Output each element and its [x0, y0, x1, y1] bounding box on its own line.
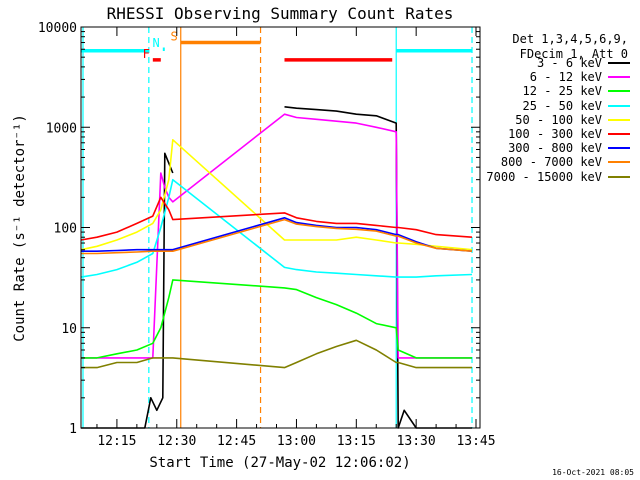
series-1 [81, 113, 472, 359]
series-line-3-0 [80, 178, 473, 278]
legend-swatch [608, 90, 630, 93]
series-line-7-0 [81, 218, 473, 255]
series-line-0-1 [284, 106, 472, 429]
legend-entry-7: 800 - 7000 keV [501, 155, 630, 169]
state-bar-label-3: N [153, 36, 160, 50]
legend-entry-5: 100 - 300 keV [508, 127, 630, 141]
y-tick-label-4: 10000 [38, 21, 77, 36]
series-5 [80, 196, 473, 241]
legend-label: 12 - 25 keV [522, 84, 602, 99]
legend-swatch [608, 175, 630, 178]
legend-swatch [608, 133, 630, 135]
legend-entry-0: 3 - 6 keV [537, 56, 630, 70]
legend-entry-3: 25 - 50 keV [523, 99, 630, 113]
series-4 [80, 139, 473, 251]
y-axis-label: Count Rate (s⁻¹ detector⁻¹) [12, 114, 28, 342]
data-series [80, 106, 473, 429]
legend-header-line-1: Det 1,3,4,5,6,9, [512, 32, 628, 46]
legend-swatch [608, 147, 630, 150]
legend-swatch [608, 76, 630, 79]
x-axis-label: Start Time (27-May-02 12:06:02) [149, 455, 410, 471]
legend-label: 800 - 7000 keV [500, 155, 602, 170]
legend-label: 7000 - 15000 keV [486, 169, 602, 184]
x-tick-label-5: 13:30 [397, 434, 436, 449]
series-3 [80, 178, 473, 278]
x-tick-label-4: 13:15 [337, 434, 376, 449]
x-tick-label-1: 12:30 [157, 434, 196, 449]
series-0 [81, 106, 472, 429]
chart-title: RHESSI Observing Summary Count Rates [107, 4, 454, 23]
y-tick-label-3: 1000 [46, 121, 77, 136]
series-line-6-0 [81, 217, 473, 252]
series-2 [81, 279, 472, 359]
series-line-5-0 [80, 196, 473, 241]
x-tick-label-3: 13:00 [277, 434, 316, 449]
state-bar-label-2: F [143, 47, 150, 61]
legend-label: 25 - 50 keV [522, 98, 602, 113]
legend-swatch [608, 62, 630, 64]
series-line-0-0 [81, 152, 174, 429]
legend-entry-4: 50 - 100 keV [515, 113, 630, 127]
legend-header-line-2: FDecim 1, Att 0 [519, 47, 628, 61]
legend-entry-1: 6 - 12 keV [530, 70, 630, 84]
legend-label: 50 - 100 keV [515, 112, 602, 127]
x-tick-label-0: 12:15 [97, 434, 136, 449]
legend-swatch [608, 161, 630, 164]
legend-entry-6: 300 - 800 keV [508, 141, 630, 155]
series-7 [81, 218, 473, 255]
footer-timestamp: 16-Oct-2021 08:05 [552, 468, 634, 477]
series-line-4-0 [80, 139, 473, 251]
series-8 [81, 339, 472, 369]
x-tick-label-6: 13:45 [456, 434, 495, 449]
state-bars: FN S [81, 30, 473, 62]
y-tick-label-0: 1 [69, 422, 77, 437]
legend-label: 3 - 6 keV [536, 56, 602, 70]
series-line-1-0 [81, 113, 472, 359]
series-6 [81, 217, 473, 252]
vertical-markers [82, 27, 473, 428]
legend-entry-2: 12 - 25 keV [523, 84, 630, 98]
legend-label: 6 - 12 keV [529, 70, 602, 85]
series-line-8-0 [81, 339, 472, 369]
legend-label: 100 - 300 keV [508, 127, 602, 141]
axes: 1 10 100 1000 10000 12:15 12:30 12:45 13:00 13:15… [38, 21, 496, 449]
state-bar-label-4: S [171, 30, 178, 44]
y-tick-label-2: 100 [54, 222, 77, 237]
y-tick-label-1: 10 [61, 322, 77, 337]
x-tick-label-2: 12:45 [217, 434, 256, 449]
legend-swatch [608, 104, 630, 107]
legend-entry-8: 7000 - 15000 keV [486, 170, 630, 184]
legend-label: 300 - 800 keV [508, 141, 602, 156]
series-line-2-0 [81, 279, 472, 359]
legend-header: Det 1,3,4,5,6,9, FDecim 1, Att 0 [512, 32, 628, 62]
legend-swatch [608, 118, 630, 121]
